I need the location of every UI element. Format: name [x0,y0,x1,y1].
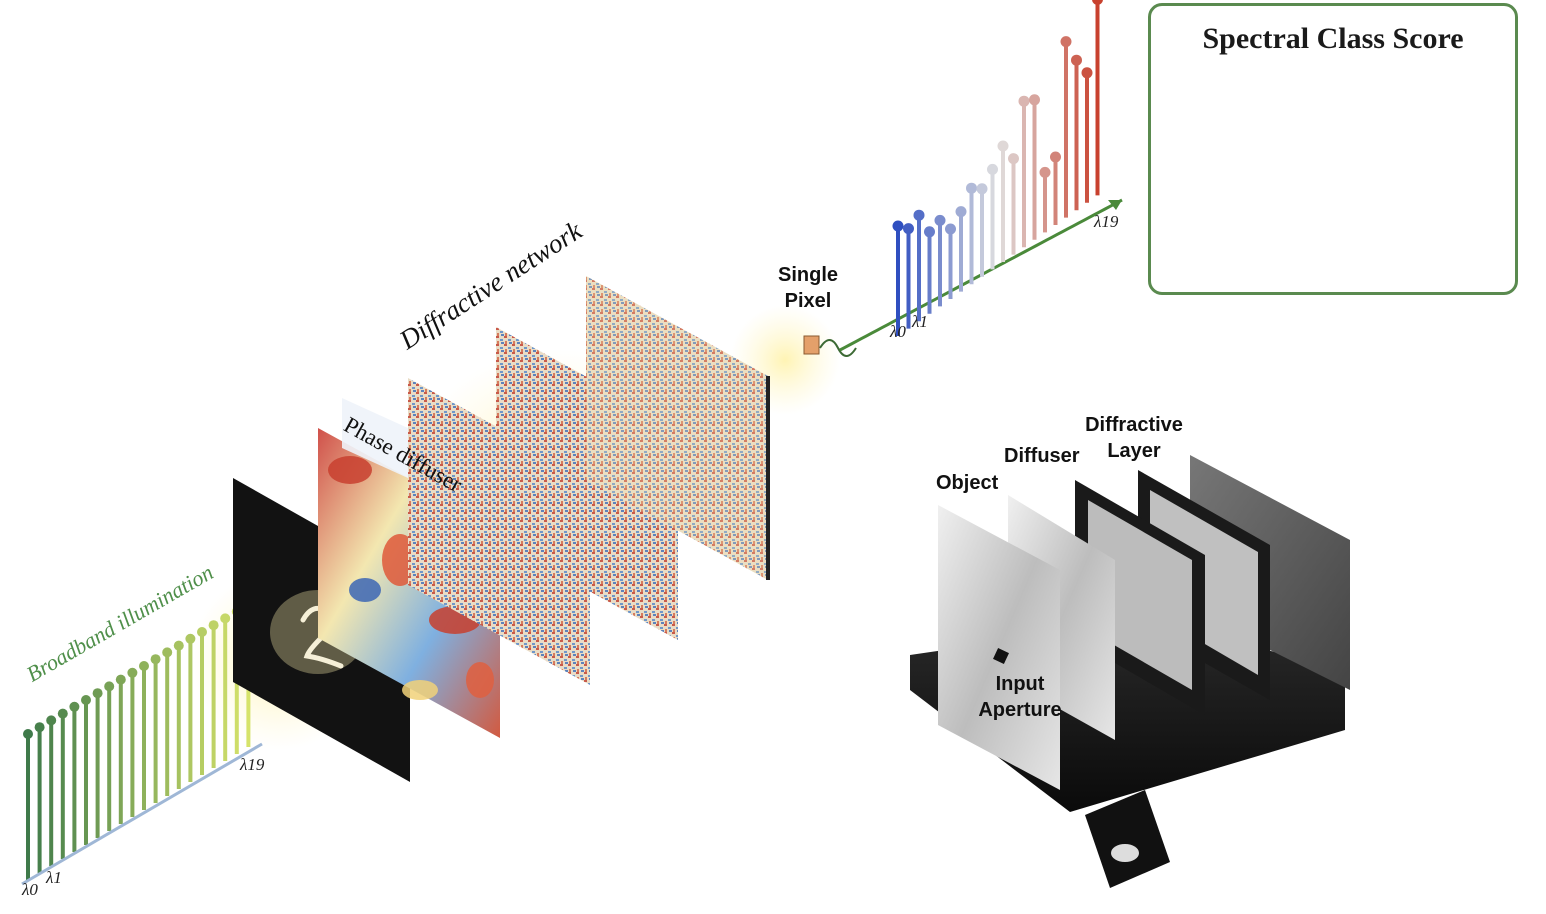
diffuser-label: Diffuser [1004,445,1080,467]
diffractive-layer-label-line1: Diffractive [1085,414,1183,436]
output-stem-head [945,223,956,235]
illumination-stem-head [23,729,33,739]
output-stem-head [1081,67,1093,79]
output-spectrum [892,0,1103,336]
illumination-axis [21,742,263,886]
illumination-stem-head [57,708,68,719]
output-stem-head [1008,153,1019,165]
single-pixel-label: Single Pixel [768,262,848,314]
diffractive-layer-label: Diffractive Layer [1078,412,1190,464]
single-pixel-detector [803,335,820,355]
output-stem-head [1071,54,1082,66]
illumination-stem-head [173,640,184,651]
setup-mount-hole [1111,844,1139,862]
spectral-class-score-title: Spectral Class Score [1202,22,1464,55]
illum-lambda-1: λ1 [46,868,62,887]
illumination-spectrum [23,599,254,880]
physical-setup [910,455,1350,888]
single-pixel-label-line2: Pixel [784,290,832,312]
object-plate [938,505,1060,790]
input-aperture-hole [993,648,1009,664]
output-lambda-1: λ1 [912,312,928,331]
output-stem-head [1039,166,1051,178]
setup-foot [1085,790,1170,888]
illumination-stem-head [185,633,196,644]
output-stem-head [1060,36,1072,48]
output-stem-head [913,209,925,221]
illumination-stem-head [46,715,57,726]
illumination-stem-head [150,654,161,665]
output-stem-head [1029,94,1040,106]
input-aperture-label-line1: Input [995,673,1045,695]
output-stem-head [976,183,988,195]
single-pixel-label-line1: Single [777,264,838,286]
diffractive-layer-3 [586,276,768,580]
output-stem-head [1050,151,1061,163]
illumination-stem-head [115,674,126,685]
output-lambda-0: λ0 [890,322,906,341]
illumination-stem-head [92,688,103,699]
output-stem-head [966,182,977,194]
spectral-class-score-panel: Spectral Class Score [1148,3,1518,295]
output-stem-head [892,220,904,232]
illumination-stem-head [220,613,231,624]
illumination-stem-head [127,667,138,678]
output-stem-head [924,226,935,238]
output-stem-head [1018,95,1030,107]
output-lambda-19: λ19 [1094,212,1119,231]
illumination-stem-head [162,647,173,658]
output-stem-head [1092,0,1103,5]
output-stem-head [997,140,1009,152]
illumination-stem-head [104,681,115,692]
illumination-stem-head [69,701,80,712]
illumination-stem-head [197,627,207,637]
input-aperture-label-line2: Aperture [978,699,1062,721]
output-stem-head [987,163,998,175]
illumination-stem-head [81,695,91,705]
object-label: Object [936,472,999,494]
output-stem-head [903,223,914,235]
signal-wire [819,339,857,357]
illumination-stem-head [139,661,149,671]
illum-lambda-0: λ0 [22,880,38,899]
diffractive-layer-label-line2: Layer [1107,440,1161,462]
illumination-stem-head [208,620,219,631]
input-aperture-label: Input Aperture [972,671,1068,723]
output-stem-head [934,214,946,226]
illum-lambda-19: λ19 [240,755,265,774]
illumination-stem-head [34,722,45,733]
output-stem-head [955,206,967,218]
